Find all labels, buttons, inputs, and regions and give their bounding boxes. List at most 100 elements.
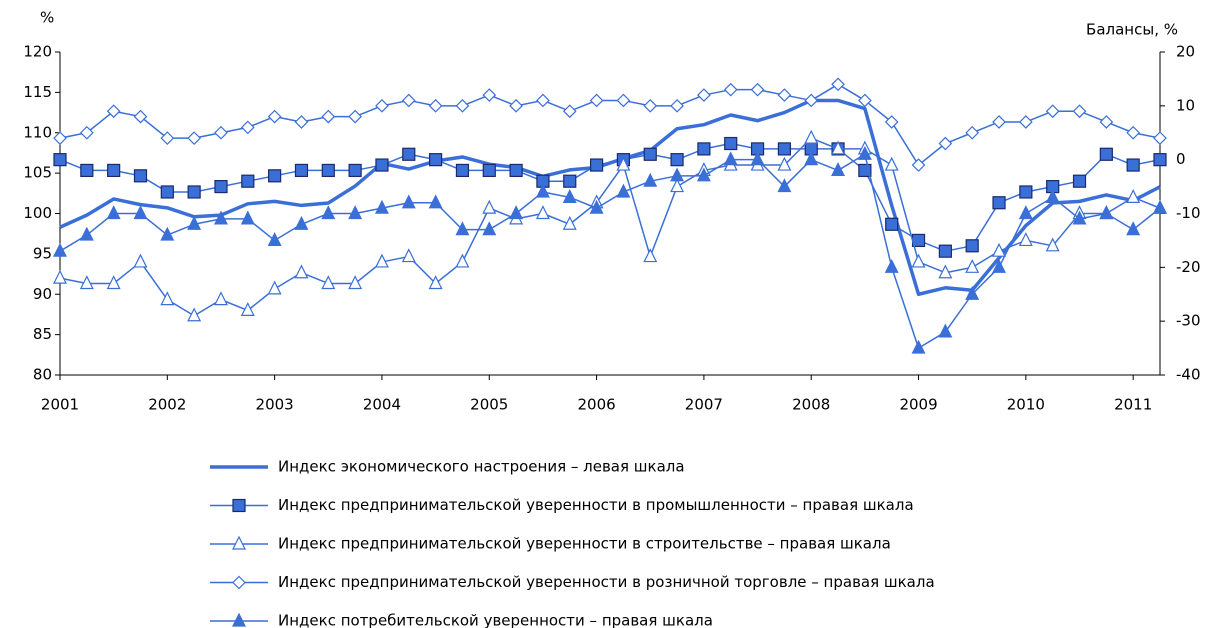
marker [429,153,443,167]
marker [535,183,550,198]
marker [670,153,684,167]
marker [777,156,792,171]
marker [106,104,121,119]
y-tick-label: 120 [23,43,52,61]
marker [1045,237,1060,252]
marker [1099,115,1114,129]
marker [670,178,685,193]
marker [348,205,363,220]
marker [267,109,282,124]
marker [643,98,658,113]
marker [374,199,389,214]
marker [348,109,362,124]
marker [777,88,792,102]
marker [616,156,631,171]
marker [509,98,523,113]
marker [911,253,926,268]
marker [241,174,255,188]
marker [1153,131,1167,145]
marker [509,205,524,220]
marker [723,82,738,97]
y2-tick-label: -10 [1176,204,1201,222]
marker [1072,174,1087,188]
marker [187,215,202,230]
marker [804,93,819,108]
marker [401,93,416,108]
marker [455,163,470,178]
y-tick-label: 115 [23,83,52,101]
marker [992,196,1006,210]
marker [1126,125,1141,140]
y2-axis-label: Балансы, % [1086,21,1178,39]
marker [1019,115,1033,129]
marker [750,82,765,97]
marker [401,248,416,263]
marker [509,163,523,178]
series-line [59,153,1161,349]
marker [992,115,1006,129]
marker [53,153,67,167]
marker [321,109,336,124]
marker [562,104,577,119]
legend-label: Индекс предпринимательской уверенности в… [278,535,891,553]
marker [697,88,711,102]
marker [402,147,416,161]
marker [187,131,201,145]
marker [240,120,255,135]
marker [1126,189,1141,203]
legend-label: Индекс предпринимательской уверенности в… [278,573,935,591]
marker [992,258,1006,273]
marker [831,162,846,177]
y-tick-label: 85 [33,325,52,343]
marker [777,142,791,156]
marker [643,248,658,263]
marker [133,169,148,183]
marker [1126,158,1140,172]
marker [232,498,246,513]
marker [911,158,926,172]
marker [563,174,577,188]
marker [965,125,980,140]
marker [106,205,121,220]
marker [884,115,899,129]
marker [348,163,362,178]
marker [79,226,94,241]
x-tick-label: 2008 [792,396,830,414]
marker [804,129,819,144]
marker [80,163,94,178]
marker [884,156,899,171]
marker [482,88,497,102]
x-tick-label: 2011 [1114,396,1152,414]
marker [723,151,738,166]
marker [232,535,246,550]
marker [160,226,175,241]
series-line [59,137,1161,317]
y2-tick-label: -20 [1176,258,1201,276]
marker [321,163,335,178]
marker [965,239,979,253]
marker [214,125,228,140]
marker [670,167,685,182]
marker [53,269,67,284]
marker [160,185,174,199]
marker [696,167,711,182]
marker [455,253,470,268]
y2-tick-label: -40 [1176,366,1201,384]
marker [535,205,550,220]
marker [106,275,121,290]
y-axis-label: % [40,9,54,27]
legend-label: Индекс потребительской уверенности – пра… [278,612,713,628]
marker [536,93,550,108]
marker [1099,205,1114,220]
marker [482,163,496,178]
marker [938,244,952,258]
marker [375,98,389,113]
marker [938,323,953,338]
marker [321,205,336,220]
marker [428,98,443,113]
x-tick-label: 2003 [256,396,294,414]
legend-label: Индекс предпринимательской уверенности в… [278,496,914,514]
marker [428,194,443,209]
marker [240,302,255,316]
x-tick-label: 2002 [148,396,186,414]
